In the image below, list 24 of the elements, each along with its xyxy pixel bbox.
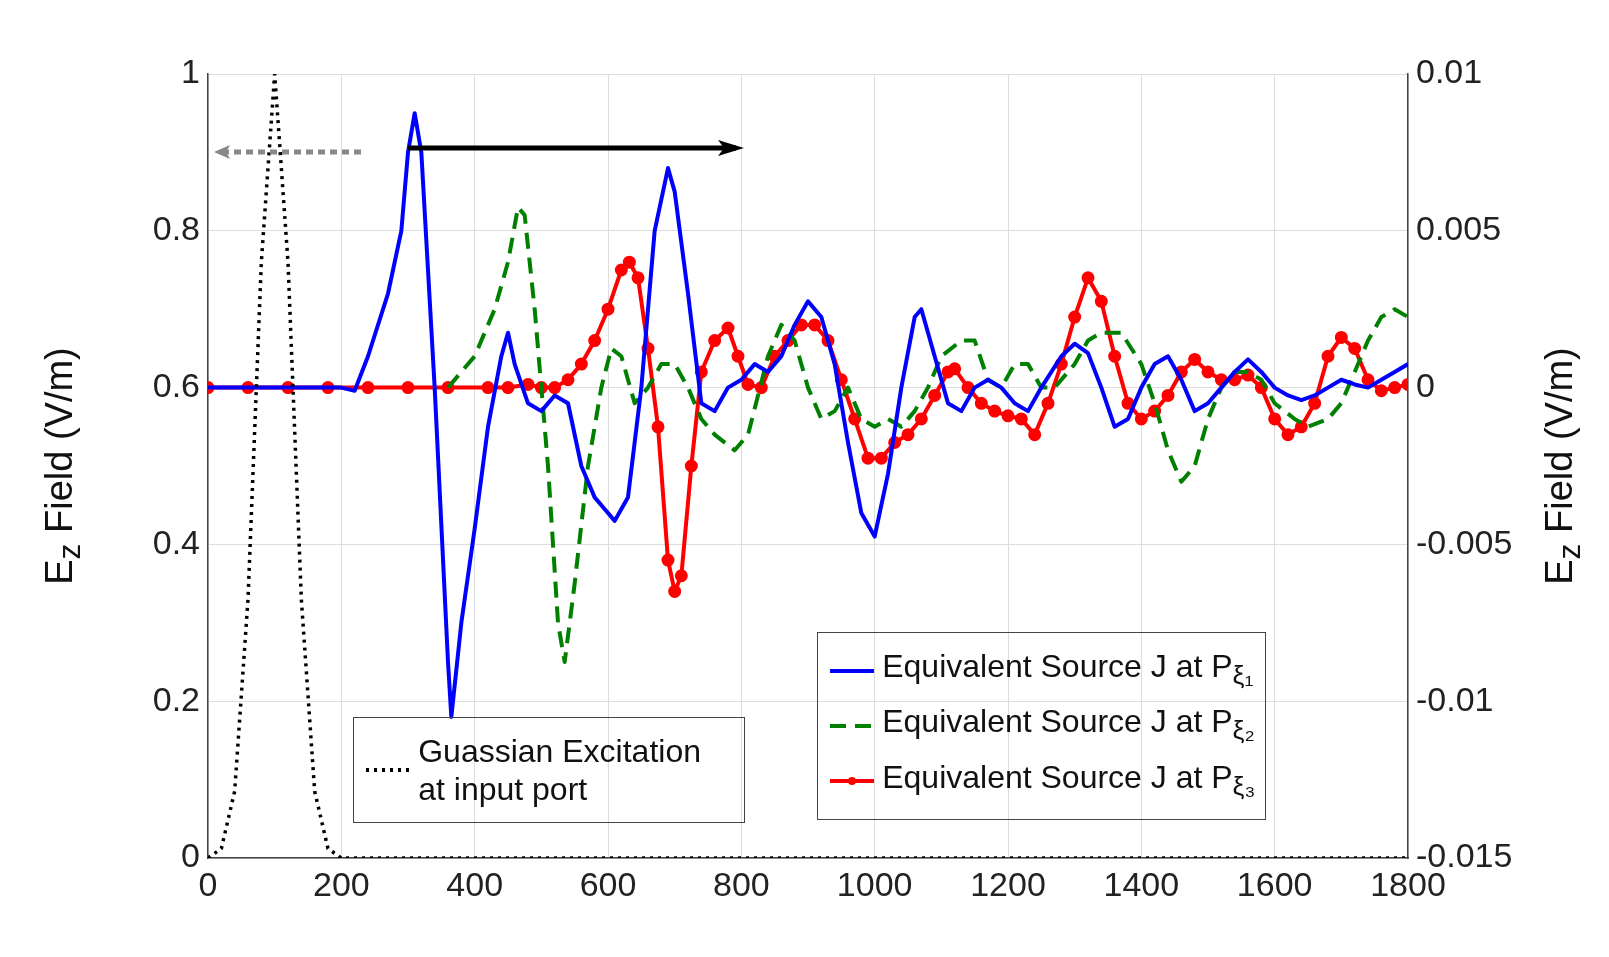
- legend-label: Equivalent Source J at P$_{ξ₂}$: [882, 702, 1255, 748]
- y-tick-label: 0.4: [152, 522, 200, 561]
- y-tick-label: 1: [181, 52, 200, 91]
- y-tick-label: 0: [181, 836, 200, 875]
- y2-tick-label: -0.005: [1416, 522, 1513, 561]
- y2-tick-label: 0.01: [1416, 52, 1483, 91]
- y-tick-label: 0.6: [152, 365, 200, 404]
- y-tick-label: 0.2: [152, 679, 200, 718]
- y2-tick-label: 0.005: [1416, 209, 1502, 248]
- x-tick-label: 200: [312, 864, 370, 903]
- legend-label: Equivalent Source J at P$_{ξ₃}$: [882, 757, 1256, 803]
- line-series: [208, 74, 1408, 858]
- legend-label: Equivalent Source J at P$_{ξ₁}$: [882, 646, 1254, 693]
- x-tick-label: 1200: [970, 864, 1046, 903]
- legend-label: Guassian Excitation at input port: [418, 732, 702, 808]
- y2-tick-label: 0: [1416, 365, 1435, 404]
- y-tick-label: 0.8: [152, 209, 200, 248]
- x-tick-label: 1000: [836, 864, 913, 903]
- x-tick-label: 1400: [1103, 864, 1180, 903]
- x-tick-label: 600: [579, 864, 637, 903]
- y2-tick-label: -0.01: [1416, 679, 1494, 718]
- x-tick-label: 800: [712, 864, 770, 903]
- x-tick-label: 1600: [1236, 864, 1313, 903]
- x-tick-label: 400: [446, 864, 504, 903]
